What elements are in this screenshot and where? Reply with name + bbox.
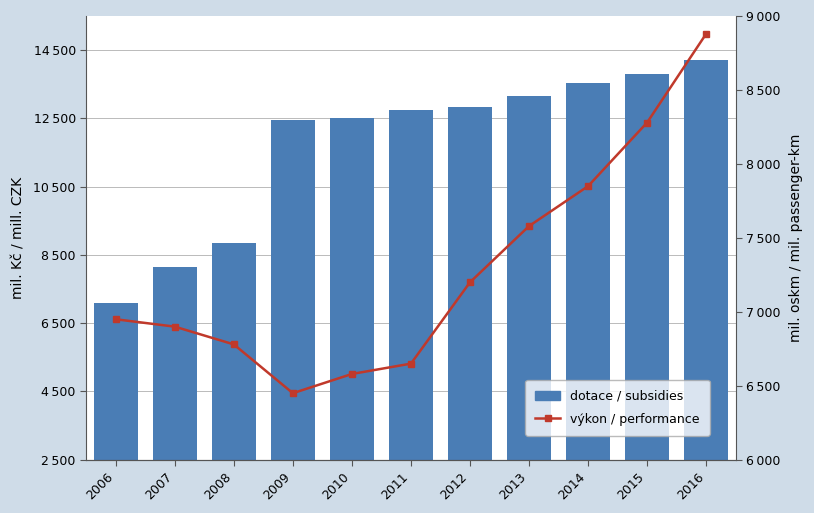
Bar — [507, 96, 551, 513]
Bar — [153, 267, 197, 513]
Y-axis label: mil. Kč / mill. CZK: mil. Kč / mill. CZK — [11, 177, 25, 299]
Bar — [625, 74, 669, 513]
Bar — [566, 83, 610, 513]
Bar — [389, 110, 433, 513]
Bar — [448, 107, 492, 513]
Legend: dotace / subsidies, výkon / performance: dotace / subsidies, výkon / performance — [525, 380, 710, 436]
Bar — [684, 61, 729, 513]
Bar — [212, 243, 256, 513]
Bar — [271, 120, 315, 513]
Bar — [330, 119, 374, 513]
Bar — [94, 303, 138, 513]
Y-axis label: mil. oskm / mil. passenger-km: mil. oskm / mil. passenger-km — [789, 134, 803, 342]
